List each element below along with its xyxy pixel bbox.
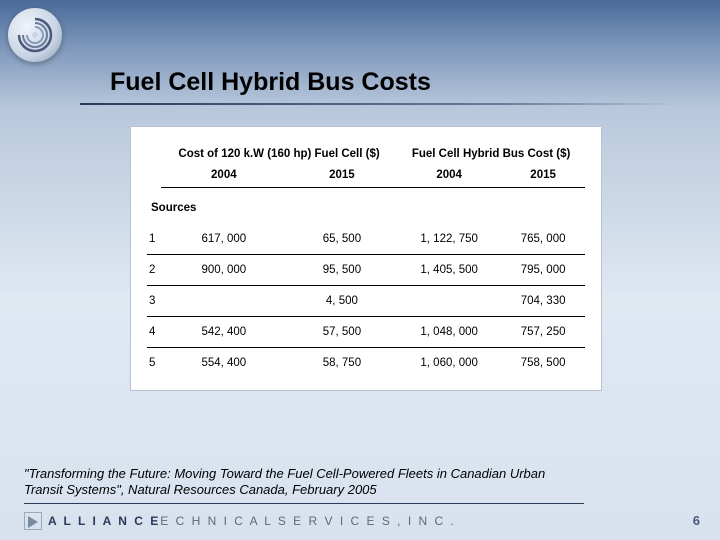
table-header-years: 2004 2015 2004 2015 [147, 164, 585, 188]
year-col: 2015 [287, 164, 397, 188]
cell: 1, 122, 750 [397, 224, 501, 255]
cell: 757, 250 [501, 317, 585, 348]
table-row: 2 900, 000 95, 500 1, 405, 500 795, 000 [147, 255, 585, 286]
cell: 900, 000 [161, 255, 287, 286]
row-id: 1 [147, 224, 161, 255]
year-col: 2004 [161, 164, 287, 188]
cell: 795, 000 [501, 255, 585, 286]
cell: 704, 330 [501, 286, 585, 317]
table-header-groups: Cost of 120 k.W (160 hp) Fuel Cell ($) F… [147, 139, 585, 164]
cell: 1, 405, 500 [397, 255, 501, 286]
cell: 758, 500 [501, 348, 585, 379]
cell: 554, 400 [161, 348, 287, 379]
cell: 57, 500 [287, 317, 397, 348]
year-col: 2015 [501, 164, 585, 188]
row-id: 2 [147, 255, 161, 286]
row-id: 3 [147, 286, 161, 317]
brand-rest: E C H N I C A L S E R V I C E S , I N C … [160, 514, 456, 528]
cell: 58, 750 [287, 348, 397, 379]
row-id: 5 [147, 348, 161, 379]
cell [161, 286, 287, 317]
cost-table: Cost of 120 k.W (160 hp) Fuel Cell ($) F… [147, 139, 585, 378]
swirl-icon [15, 15, 55, 55]
table-row: 1 617, 000 65, 500 1, 122, 750 765, 000 [147, 224, 585, 255]
table-row: 4 542, 400 57, 500 1, 048, 000 757, 250 [147, 317, 585, 348]
brand-mark-icon [24, 512, 42, 530]
cell: 65, 500 [287, 224, 397, 255]
sources-row: Sources [147, 188, 585, 225]
cost-table-container: Cost of 120 k.W (160 hp) Fuel Cell ($) F… [130, 126, 602, 391]
header-fuel-cell: Cost of 120 k.W (160 hp) Fuel Cell ($) [161, 139, 397, 164]
cell: 4, 500 [287, 286, 397, 317]
cell [397, 286, 501, 317]
cell: 1, 048, 000 [397, 317, 501, 348]
cell: 95, 500 [287, 255, 397, 286]
page-title: Fuel Cell Hybrid Bus Costs [110, 68, 431, 97]
sources-label: Sources [147, 188, 585, 225]
cell: 542, 400 [161, 317, 287, 348]
cell: 1, 060, 000 [397, 348, 501, 379]
table-row: 3 4, 500 704, 330 [147, 286, 585, 317]
page-number: 6 [693, 513, 700, 528]
table-row: 5 554, 400 58, 750 1, 060, 000 758, 500 [147, 348, 585, 379]
row-id: 4 [147, 317, 161, 348]
brand-strong: A L L I A N C E [48, 514, 160, 528]
footer-brand: A L L I A N C E E C H N I C A L S E R V … [24, 512, 456, 530]
year-col: 2004 [397, 164, 501, 188]
header-hybrid-bus: Fuel Cell Hybrid Bus Cost ($) [397, 139, 585, 164]
citation-text: "Transforming the Future: Moving Toward … [24, 466, 584, 504]
org-logo [8, 8, 62, 62]
title-underline [80, 103, 680, 105]
cell: 765, 000 [501, 224, 585, 255]
cell: 617, 000 [161, 224, 287, 255]
